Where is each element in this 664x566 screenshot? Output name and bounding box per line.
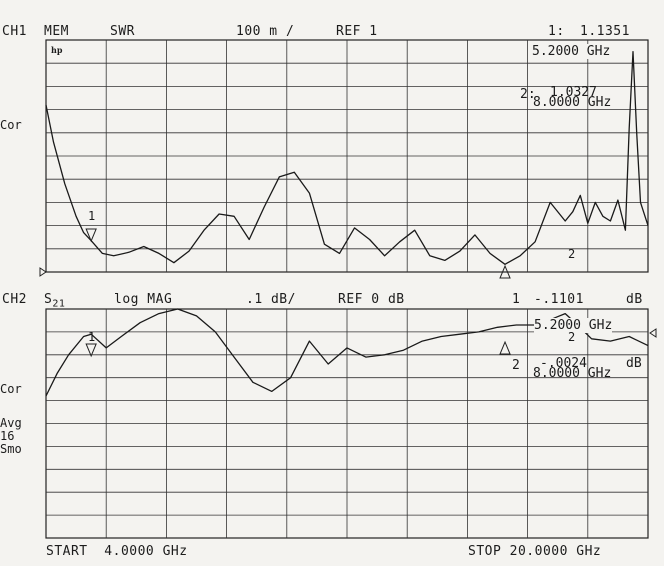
ch2-marker2-tag: 2 [568,330,576,344]
top-grid [45,39,649,273]
ch2-marker2-glyph [499,340,511,355]
ch2-marker1-freq: 5.2000 GHz [534,318,613,333]
ch2-marker2-label: 2 [512,358,520,373]
ch1-marker1-tag: 1 [88,209,96,223]
ch2-ref: REF 0 dB [338,292,405,307]
ch1-marker1-freq: 5.2000 GHz [532,44,611,59]
ch1-ref-pointer [39,267,47,277]
ch2-marker-value: -.1101 [534,292,584,307]
ch2-avg-label: Avg [0,416,22,430]
traces [45,50,649,397]
ch1-label: CH1 [2,24,27,39]
ch2-marker1-tag: 1 [88,330,96,344]
swr-trace [45,50,649,265]
ch2-marker2-freq: 8.0000 GHz [533,366,612,381]
marker-glyphs [39,228,657,358]
ch2-marker2-value: -.0024 [540,356,587,371]
stop-frequency: STOP 20.0000 GHz [468,544,602,559]
ch2-smo-label: Smo [0,442,22,456]
ch2-label: CH2 [2,292,27,307]
ch2-marker2-unit: dB [626,356,642,371]
ch2-ref-pointer [649,328,657,338]
start-frequency: START 4.0000 GHz [46,544,188,559]
bottom-grid [45,308,649,539]
ch1-marker-index: 1: [548,24,565,39]
ch1-marker2-glyph [499,264,511,279]
s21-trace [45,308,649,397]
ch1-marker2-tag: 2 [568,247,576,261]
ch1-marker2-freq: 8.0000 GHz [533,95,612,110]
ch2-marker-unit: dB [626,292,643,307]
ch1-scale: 100 m / [236,24,295,39]
ch2-avg-count: 16 [0,429,15,443]
ch1-marker2-value: 1.0327 [550,85,597,100]
ch2-cor-label: Cor [0,382,22,396]
ch2-marker1-glyph [85,343,97,358]
ch2-param-letter: S [44,292,53,307]
ch1-marker2-label: 2: [520,87,536,102]
ch1-mode: MEM [44,24,69,39]
ch1-cor-label: Cor [0,118,22,132]
ch1-ref: REF 1 [336,24,378,39]
ch2-param: S21 [44,292,65,312]
hp-logo: hp [51,45,63,55]
ch1-format: SWR [110,24,135,39]
ch2-param-sub: 21 [52,298,66,310]
ch2-marker-index: 1 [512,292,521,307]
ch2-format: log MAG [114,292,173,307]
ch1-marker-value: 1.1351 [580,24,630,39]
ch2-scale: .1 dB/ [246,292,296,307]
ch1-marker1-glyph [85,228,97,243]
